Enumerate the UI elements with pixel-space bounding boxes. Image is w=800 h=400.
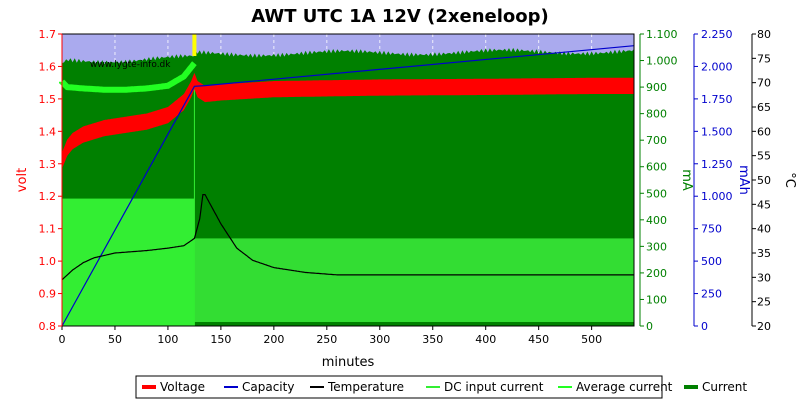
ma-tick-label: 200 bbox=[646, 267, 667, 280]
celsius-tick-label: 60 bbox=[757, 125, 771, 138]
legend-label: Current bbox=[702, 380, 747, 394]
celsius-tick-label: 50 bbox=[757, 174, 771, 187]
ma-tick-label: 800 bbox=[646, 108, 667, 121]
celsius-tick-label: 70 bbox=[757, 77, 771, 90]
legend-label: Capacity bbox=[242, 380, 294, 394]
volt-tick-label: 1.2 bbox=[39, 190, 57, 203]
x-tick-label: 150 bbox=[210, 333, 231, 346]
mah-axis-title: mAh bbox=[736, 165, 751, 195]
mah-tick-label: 500 bbox=[701, 255, 722, 268]
volt-tick-label: 0.9 bbox=[39, 288, 57, 301]
volt-tick-label: 1.7 bbox=[39, 28, 57, 41]
celsius-tick-label: 35 bbox=[757, 247, 771, 260]
celsius-axis-title: °C bbox=[782, 172, 797, 188]
ma-tick-label: 700 bbox=[646, 134, 667, 147]
mah-tick-label: 1.250 bbox=[701, 158, 733, 171]
mah-tick-label: 1.750 bbox=[701, 93, 733, 106]
watermark: www.lygte-info.dk bbox=[90, 60, 171, 70]
x-axis-title: minutes bbox=[322, 355, 375, 370]
mah-tick-label: 2.250 bbox=[701, 28, 733, 41]
x-tick-label: 250 bbox=[316, 333, 337, 346]
ma-tick-label: 600 bbox=[646, 161, 667, 174]
x-tick-label: 200 bbox=[263, 333, 284, 346]
series-voltage bbox=[62, 72, 634, 169]
ma-axis-title: mA bbox=[679, 169, 694, 191]
x-tick-label: 400 bbox=[475, 333, 496, 346]
mah-tick-label: 1.500 bbox=[701, 125, 733, 138]
x-tick-label: 100 bbox=[157, 333, 178, 346]
celsius-tick-label: 45 bbox=[757, 198, 771, 211]
series-temperature bbox=[61, 194, 634, 281]
celsius-tick-label: 30 bbox=[757, 271, 771, 284]
volt-tick-label: 1.4 bbox=[39, 125, 57, 138]
celsius-tick-label: 65 bbox=[757, 101, 771, 114]
x-tick-label: 350 bbox=[422, 333, 443, 346]
legend-label: DC input current bbox=[444, 380, 544, 394]
volt-tick-label: 1.6 bbox=[39, 60, 57, 73]
celsius-tick-label: 75 bbox=[757, 52, 771, 65]
axis-layer: 0 50 100 150 200 250 300 350 400 450 5000.80.91.01… bbox=[15, 28, 797, 346]
mah-tick-label: 1.000 bbox=[701, 190, 733, 203]
x-tick-label: 500 bbox=[581, 333, 602, 346]
legend-label: Voltage bbox=[160, 380, 205, 394]
ma-tick-label: 900 bbox=[646, 81, 667, 94]
celsius-tick-label: 55 bbox=[757, 150, 771, 163]
ma-tick-label: 400 bbox=[646, 214, 667, 227]
volt-tick-label: 0.8 bbox=[39, 320, 57, 333]
ma-tick-label: 0 bbox=[646, 320, 653, 333]
mah-tick-label: 250 bbox=[701, 288, 722, 301]
volt-tick-label: 1.1 bbox=[39, 223, 57, 236]
volt-tick-label: 1.3 bbox=[39, 158, 57, 171]
x-tick-label: 50 bbox=[108, 333, 122, 346]
x-tick-label: 300 bbox=[369, 333, 390, 346]
x-tick-label: 450 bbox=[528, 333, 549, 346]
volt-tick-label: 1.0 bbox=[39, 255, 57, 268]
mah-tick-label: 2.000 bbox=[701, 60, 733, 73]
ma-tick-label: 1.000 bbox=[646, 55, 678, 68]
mah-tick-label: 750 bbox=[701, 223, 722, 236]
celsius-tick-label: 40 bbox=[757, 223, 771, 236]
legend-label: Temperature bbox=[327, 380, 404, 394]
legend-box bbox=[135, 375, 663, 399]
legend-label: Average current bbox=[576, 380, 673, 394]
volt-axis-title: volt bbox=[15, 168, 30, 192]
x-tick-label: 0 bbox=[59, 333, 66, 346]
celsius-tick-label: 25 bbox=[757, 296, 771, 309]
ma-tick-label: 300 bbox=[646, 240, 667, 253]
celsius-tick-label: 20 bbox=[757, 320, 771, 333]
series-average-current bbox=[59, 61, 197, 93]
switch-marker bbox=[192, 34, 197, 56]
series-capacity bbox=[61, 45, 635, 327]
series-dc-input-current bbox=[62, 198, 195, 326]
chart-title: AWT UTC 1A 12V (2xeneloop) bbox=[251, 6, 548, 27]
ma-tick-label: 1.100 bbox=[646, 28, 678, 41]
mah-tick-label: 0 bbox=[701, 320, 708, 333]
volt-tick-label: 1.5 bbox=[39, 93, 57, 106]
ma-tick-label: 100 bbox=[646, 293, 667, 306]
legend: Voltage Capacity Temperature DC input curre… bbox=[135, 375, 747, 399]
ma-tick-label: 500 bbox=[646, 187, 667, 200]
celsius-tick-label: 80 bbox=[757, 28, 771, 41]
series-dc-input-current-tail bbox=[194, 238, 634, 322]
series-layer bbox=[59, 34, 635, 327]
